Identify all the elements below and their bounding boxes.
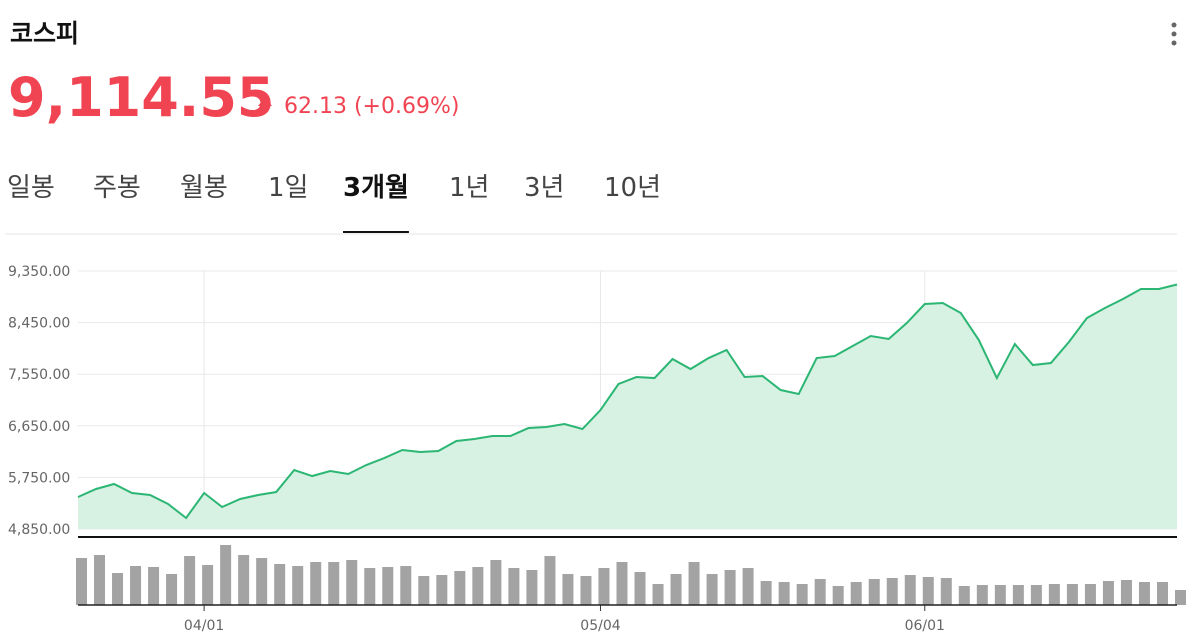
volume-bar: [868, 579, 880, 605]
area-fill: [78, 284, 1177, 529]
volume-bar: [364, 568, 376, 605]
volume-bar: [1030, 585, 1042, 605]
x-tick-label: 06/01: [905, 618, 945, 634]
volume-bar: [346, 560, 358, 605]
volume-bar: [454, 571, 466, 605]
volume-bar: [994, 585, 1006, 605]
volume-bar: [832, 586, 844, 605]
volume-bar: [562, 574, 574, 605]
period-tab[interactable]: 월봉: [180, 173, 228, 203]
y-tick-label: 5,750.00: [8, 470, 70, 486]
volume-bar: [814, 579, 826, 605]
volume-bar: [940, 578, 952, 605]
volume-bar: [274, 564, 286, 605]
volume-bar: [400, 566, 412, 605]
volume-bar: [418, 576, 430, 605]
chart: 4,850.00 5,750.00 6,650.00 7,550.00 8,450.00…: [8, 264, 1186, 634]
period-tab[interactable]: 10년: [604, 173, 661, 203]
volume-bar: [292, 566, 304, 605]
y-tick-label: 7,550.00: [8, 367, 70, 383]
period-tab[interactable]: 주봉: [93, 173, 141, 203]
volume-bar: [1120, 580, 1132, 605]
volume-bar: [382, 567, 394, 605]
volume-bar: [148, 567, 160, 605]
volume-bar: [328, 562, 340, 605]
volume-bar: [1012, 585, 1024, 605]
volume-bar: [1102, 581, 1114, 605]
volume-bar: [796, 584, 808, 605]
y-tick-label: 9,350.00: [8, 264, 70, 280]
volume-bar: [742, 568, 754, 605]
volume-bar: [598, 568, 610, 605]
x-tick-label: 04/01: [184, 618, 224, 634]
up-arrow: [258, 97, 272, 106]
volume-bar: [922, 577, 934, 605]
volume-bar: [670, 574, 682, 605]
period-tab[interactable]: 3년: [524, 173, 564, 203]
volume-bar: [778, 582, 790, 605]
volume-bar: [94, 555, 106, 605]
volume-bar: [166, 574, 178, 605]
volume-bar: [1048, 584, 1060, 605]
volume-bar: [616, 562, 628, 605]
volume-bar: [544, 556, 556, 605]
x-tick-label: 05/04: [580, 618, 620, 634]
volume-bar: [310, 562, 322, 605]
volume-bar: [184, 556, 196, 605]
period-tab[interactable]: 1년: [449, 173, 489, 203]
volume-bar: [1138, 582, 1150, 605]
volume-bar: [112, 573, 124, 605]
volume-bar: [220, 545, 232, 605]
volume-bar: [652, 584, 664, 605]
volume-bar: [634, 572, 646, 605]
volume-bar: [256, 558, 268, 605]
volume-bar: [724, 570, 736, 605]
price: 9,114.55: [8, 66, 274, 129]
volume-bar: [580, 576, 592, 605]
volume-bar: [688, 562, 700, 605]
volume-bar: [760, 581, 772, 605]
volume-bar: [490, 560, 502, 605]
volume-bar: [238, 555, 250, 605]
volume-bar: [1156, 582, 1168, 605]
volume-bar: [1066, 584, 1078, 605]
volume-bar: [508, 568, 520, 605]
volume-bar: [130, 566, 142, 605]
period-tab[interactable]: 3개월: [343, 173, 409, 203]
volume-bar: [76, 558, 87, 605]
y-tick-label: 6,650.00: [8, 419, 70, 435]
y-tick-label: 8,450.00: [8, 316, 70, 332]
volume-bar: [958, 586, 970, 605]
index-name: 코스피: [10, 19, 79, 48]
volume-bar: [526, 570, 538, 605]
price-line: [77, 283, 1178, 520]
volume-bar: [472, 567, 484, 605]
period-tabs: 일봉 주봉 월봉 1일 3개월 1년 3년 10년: [7, 173, 661, 233]
volume-bar: [886, 578, 898, 605]
change: 62.13 (+0.69%): [284, 94, 459, 119]
volume-bar: [976, 585, 988, 605]
volume-bar: [706, 574, 718, 605]
more-menu[interactable]: [1171, 22, 1177, 46]
volume-bar: [904, 575, 916, 605]
volume-bar: [1084, 584, 1096, 605]
volume-bar: [202, 565, 214, 605]
volume-bar: [436, 575, 448, 605]
volume-bar: [1175, 590, 1186, 605]
period-tab[interactable]: 일봉: [7, 173, 55, 203]
period-tab[interactable]: 1일: [268, 173, 308, 203]
volume-bar: [850, 582, 862, 605]
y-tick-label: 4,850.00: [8, 522, 70, 538]
